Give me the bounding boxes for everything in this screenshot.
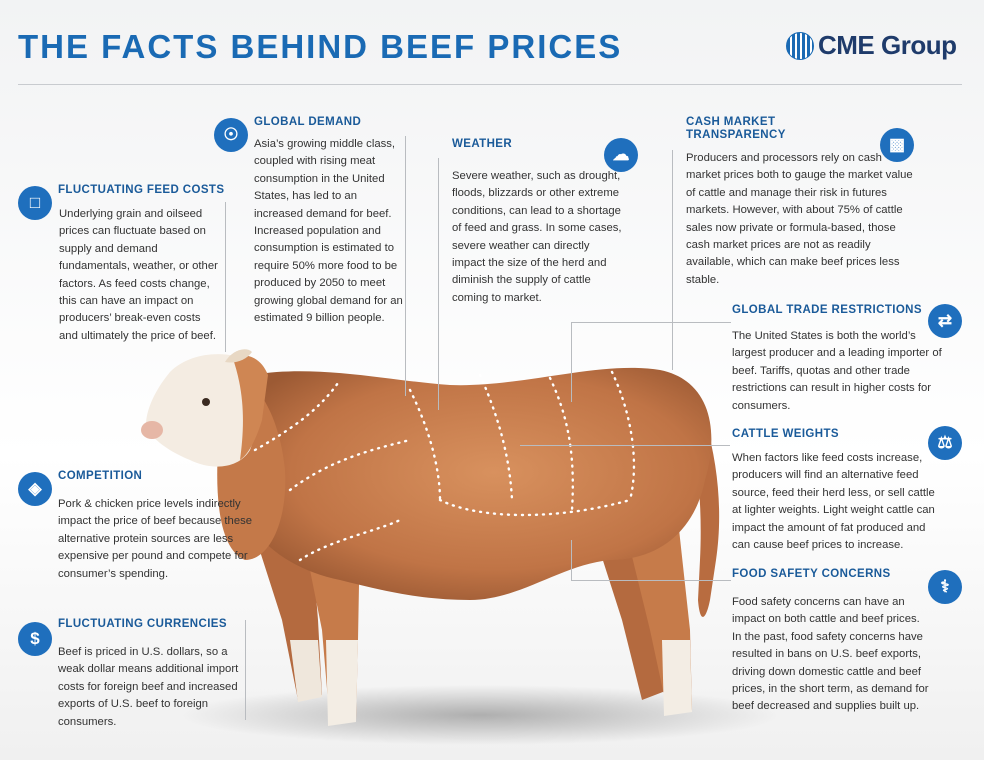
connector-line [571, 322, 572, 402]
weather-title: WEATHER [452, 138, 513, 150]
feed-costs-body: Underlying grain and oilseed prices can … [59, 208, 218, 342]
cash-market-title: CASH MARKET TRANSPARENCY [686, 116, 786, 141]
cattle-weights-title: CATTLE WEIGHTS [732, 428, 839, 440]
globe-icon: ☉ [214, 118, 248, 152]
food-safety-body: Food safety concerns can have an impact … [732, 596, 929, 713]
competition-body: Pork & chicken price levels indirectly i… [58, 498, 253, 580]
global-demand-body: Asia’s growing middle class, coupled wit… [254, 138, 403, 325]
competition-title: COMPETITION [58, 470, 143, 482]
connector-line [571, 540, 572, 580]
logo-text: CME Group [818, 30, 957, 60]
feed-bag-icon: □ [18, 186, 52, 220]
connector-line [245, 620, 246, 720]
weather-body: Severe weather, such as drought, floods,… [452, 170, 622, 304]
globe-logo-icon [786, 31, 814, 60]
dollar-icon: $ [18, 622, 52, 656]
connector-line [520, 445, 730, 446]
connector-line [571, 322, 731, 323]
connector-line [405, 136, 406, 396]
trade-restrictions-title: GLOBAL TRADE RESTRICTIONS [732, 304, 922, 316]
connector-line [225, 202, 226, 352]
feed-costs-title: FLUCTUATING FEED COSTS [58, 184, 225, 196]
bar-chart-icon: ▩ [880, 128, 914, 162]
livestock-icon: ◈ [18, 472, 52, 506]
connector-line [438, 158, 439, 410]
currencies-body: Beef is priced in U.S. dollars, so a wea… [58, 646, 239, 728]
scale-icon: ⚖ [928, 426, 962, 460]
global-demand-title: GLOBAL DEMAND [254, 116, 362, 128]
currencies-title: FLUCTUATING CURRENCIES [58, 618, 227, 630]
exchange-arrows-icon: ⇄ [928, 304, 962, 338]
caduceus-icon: ⚕ [928, 570, 962, 604]
connector-line [672, 150, 673, 370]
connector-line [571, 580, 731, 581]
header-divider [18, 84, 962, 85]
page-title: THE FACTS BEHIND BEEF PRICES [18, 28, 623, 65]
trade-restrictions-body: The United States is both the world’s la… [732, 330, 942, 412]
rain-cloud-icon: ☁ [604, 138, 638, 172]
food-safety-title: FOOD SAFETY CONCERNS [732, 568, 891, 580]
cme-logo: CME Group [786, 30, 957, 61]
cash-market-body: Producers and processors rely on cash ma… [686, 152, 913, 286]
cattle-weights-body: When factors like feed costs increase, p… [732, 452, 935, 552]
